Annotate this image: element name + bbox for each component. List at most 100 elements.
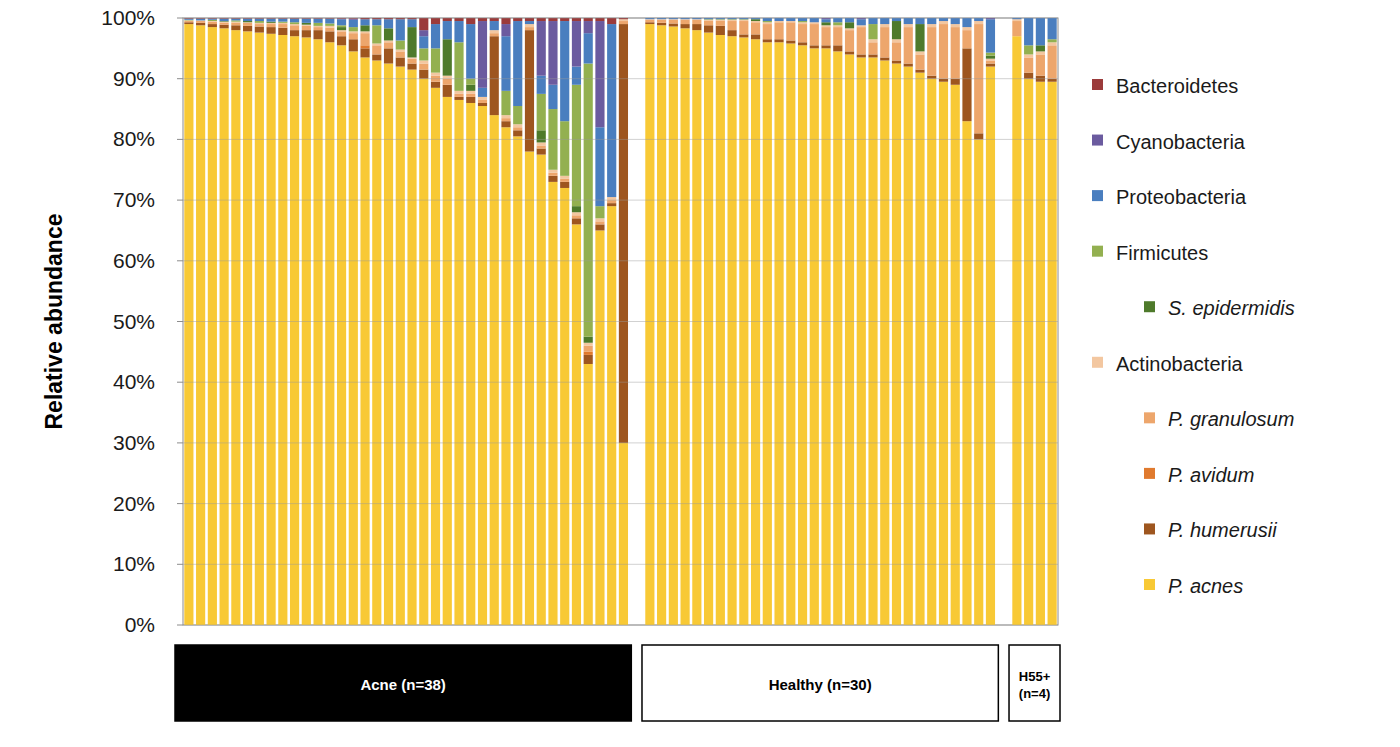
bar-segment bbox=[669, 19, 678, 21]
bar-segment bbox=[243, 23, 252, 26]
bar-segment bbox=[727, 19, 736, 20]
bar-segment bbox=[880, 27, 889, 57]
bar-segment bbox=[657, 19, 666, 20]
bar-segment bbox=[208, 21, 217, 23]
bar-segment bbox=[595, 221, 604, 224]
bar-segment bbox=[986, 64, 995, 67]
bar-segment bbox=[951, 79, 960, 85]
bar-segment bbox=[466, 18, 475, 24]
bar-segment bbox=[751, 19, 760, 20]
bar-segment bbox=[443, 21, 452, 39]
bar-segment bbox=[490, 21, 499, 30]
bar-segment bbox=[454, 94, 463, 97]
bar-segment bbox=[231, 30, 240, 625]
bar-segment bbox=[572, 215, 581, 218]
bar-segment bbox=[1036, 51, 1045, 54]
bar-segment bbox=[290, 19, 299, 23]
bar-segment bbox=[337, 31, 346, 36]
bar-segment bbox=[525, 152, 534, 625]
bar-segment bbox=[619, 19, 628, 20]
bar-segment bbox=[396, 50, 405, 52]
bar-segment bbox=[619, 19, 628, 20]
bar-segment bbox=[360, 19, 369, 25]
bar-segment bbox=[220, 25, 229, 29]
tick-mark bbox=[177, 18, 183, 19]
bar-segment bbox=[763, 22, 772, 23]
bar-segment bbox=[337, 25, 346, 27]
bar-segment bbox=[951, 27, 960, 79]
bar-segment bbox=[278, 24, 287, 28]
bar-segment bbox=[196, 19, 205, 21]
tick-mark bbox=[177, 564, 183, 565]
bar-segment bbox=[904, 18, 913, 24]
bar-segment bbox=[501, 127, 510, 625]
bar-segment bbox=[255, 33, 264, 625]
bar-segment bbox=[325, 26, 334, 28]
bar-segment bbox=[986, 59, 995, 61]
bar-segment bbox=[751, 22, 760, 34]
bar-segment bbox=[986, 53, 995, 56]
bar-segment bbox=[880, 57, 889, 60]
bar-segment bbox=[692, 19, 701, 21]
bar-segment bbox=[645, 19, 654, 20]
bar-segment bbox=[419, 30, 428, 36]
legend-swatch bbox=[1144, 523, 1155, 534]
bar-segment bbox=[407, 27, 416, 57]
grid-line bbox=[183, 139, 1058, 140]
bar-segment bbox=[868, 39, 877, 42]
bar-segment bbox=[845, 30, 854, 51]
bar-segment bbox=[915, 18, 924, 24]
bar-segment bbox=[619, 443, 628, 625]
bar-segment bbox=[396, 67, 405, 625]
bar-segment bbox=[548, 21, 557, 85]
bar-segment bbox=[407, 59, 416, 64]
bar-segment bbox=[962, 27, 971, 30]
bar-segment bbox=[313, 26, 322, 27]
bar-segment bbox=[595, 218, 604, 221]
bar-segment bbox=[810, 22, 819, 24]
bar-segment bbox=[537, 130, 546, 142]
bar-segment bbox=[372, 60, 381, 625]
bar-segment bbox=[716, 35, 725, 625]
bar-segment bbox=[513, 136, 522, 625]
bar-segment bbox=[196, 25, 205, 625]
bar-segment bbox=[478, 21, 487, 88]
bar-segment bbox=[220, 23, 229, 25]
bar-segment bbox=[704, 19, 713, 20]
bar-segment bbox=[572, 212, 581, 215]
bar-segment bbox=[774, 21, 783, 22]
bar-segment bbox=[716, 19, 725, 20]
bar-segment bbox=[833, 22, 842, 25]
bar-segment bbox=[904, 67, 913, 625]
bar-segment bbox=[560, 188, 569, 625]
bar-segment bbox=[302, 23, 311, 25]
grid-line bbox=[183, 18, 1058, 19]
bar-segment bbox=[821, 25, 830, 27]
bar-segment bbox=[868, 54, 877, 57]
bar-segment bbox=[798, 45, 807, 625]
bar-segment bbox=[208, 20, 217, 21]
bar-segment bbox=[892, 21, 901, 39]
legend-label: P. granulosum bbox=[1168, 408, 1294, 430]
bar-segment bbox=[349, 19, 358, 20]
group-box bbox=[642, 645, 998, 721]
bar-segment bbox=[231, 21, 240, 22]
bar-segment bbox=[548, 182, 557, 625]
bar-segment bbox=[1036, 82, 1045, 625]
tick-mark bbox=[177, 260, 183, 261]
tick-label: 60% bbox=[113, 249, 155, 272]
bar-segment bbox=[786, 21, 795, 22]
bar-segment bbox=[751, 39, 760, 625]
group-label: Healthy (n=30) bbox=[769, 676, 872, 693]
group-label: H55+(n=4) bbox=[1019, 669, 1051, 701]
bar-segment bbox=[525, 30, 534, 151]
legend-swatch bbox=[1092, 357, 1103, 368]
bar-segment bbox=[1024, 18, 1033, 45]
tick-label: 50% bbox=[113, 310, 155, 333]
bar-segment bbox=[184, 20, 193, 22]
bar-segment bbox=[657, 25, 666, 625]
bar-segment bbox=[739, 34, 748, 37]
bar-segment bbox=[501, 118, 510, 121]
bar-segment bbox=[868, 42, 877, 54]
bar-segment bbox=[681, 19, 690, 20]
